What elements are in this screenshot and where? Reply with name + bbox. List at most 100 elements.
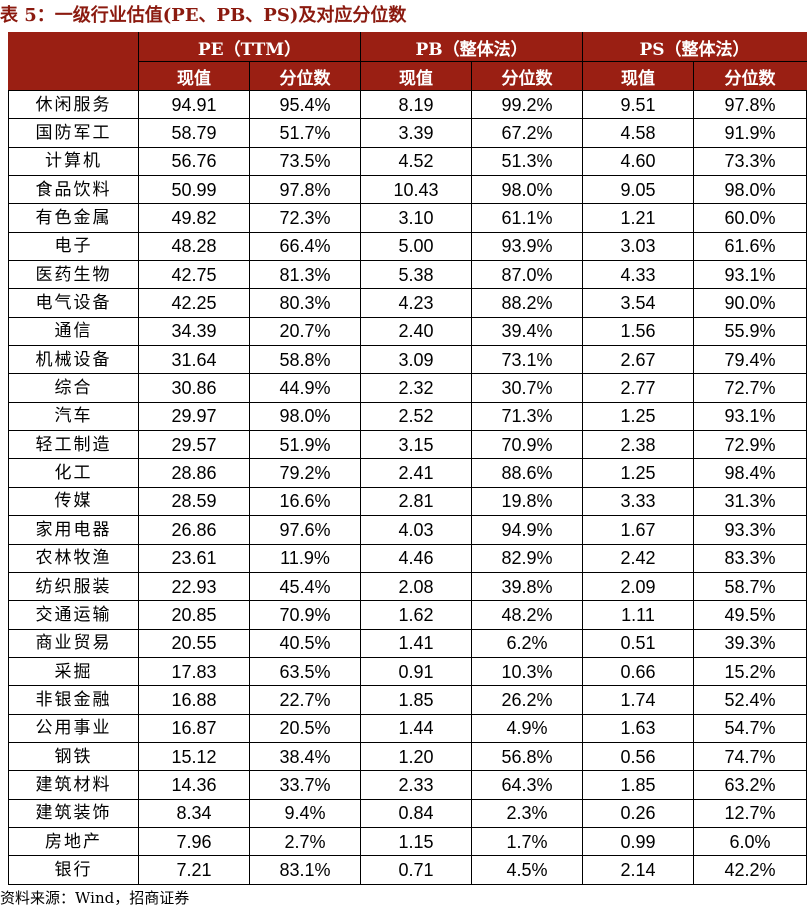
pb-percentile-cell: 88.6%: [471, 458, 584, 488]
pb-percentile-cell: 30.7%: [471, 373, 584, 403]
table-row: 传媒 28.59 16.6% 2.81 19.8% 3.33 31.3%: [8, 486, 808, 517]
pb-value-cell: 1.62: [360, 600, 473, 630]
table-row: 综合 30.86 44.9% 2.32 30.7% 2.77 72.7%: [8, 373, 808, 403]
pb-percentile-cell: 98.0%: [471, 175, 584, 205]
ps-percentile-cell: 52.4%: [693, 685, 808, 715]
pb-percentile-cell: 82.9%: [471, 543, 584, 573]
table-row: 有色金属 49.82 72.3% 3.10 61.1% 1.21 60.0%: [8, 203, 808, 233]
pb-value-cell: 4.52: [360, 146, 473, 177]
table-row: 通信 34.39 20.7% 2.40 39.4% 1.56 55.9%: [8, 316, 808, 347]
ps-percentile-cell: 90.0%: [693, 288, 808, 318]
industry-name-cell: 银行: [8, 855, 139, 885]
pb-value-cell: 1.15: [360, 826, 473, 857]
pe-value-cell: 22.93: [138, 571, 250, 602]
pe-value-cell: 49.82: [138, 203, 250, 233]
pb-value-cell: 10.43: [360, 175, 473, 205]
pe-value-cell: 16.87: [138, 713, 250, 743]
ps-value-cell: 1.67: [582, 515, 695, 545]
pe-percentile-cell: 9.4%: [248, 798, 362, 828]
ps-value-cell: 1.74: [582, 685, 695, 715]
ps-value-cell: 0.26: [582, 798, 695, 828]
pb-value-cell: 2.33: [360, 770, 473, 800]
pb-value-cell: 1.20: [360, 741, 473, 772]
pb-value-cell: 5.38: [360, 260, 473, 290]
pb-value-cell: 5.00: [360, 231, 473, 262]
pe-percentile-cell: 80.3%: [248, 288, 362, 318]
ps-percentile-cell: 58.7%: [693, 571, 808, 602]
pb-percentile-cell: 70.9%: [471, 430, 584, 460]
ps-percentile-cell: 55.9%: [693, 316, 808, 347]
ps-percentile-cell: 97.8%: [693, 89, 808, 120]
ps-value-cell: 2.38: [582, 430, 695, 460]
ps-value-cell: 4.33: [582, 260, 695, 290]
pb-percentile-cell: 64.3%: [471, 770, 584, 800]
pb-percentile-cell: 71.3%: [471, 401, 584, 432]
pb-value-cell: 4.23: [360, 288, 473, 318]
ps-value-cell: 4.58: [582, 118, 695, 148]
pe-value-cell: 20.85: [138, 600, 250, 630]
industry-name-cell: 农林牧渔: [8, 543, 139, 573]
header-pb-percentile: 分位数: [471, 61, 584, 91]
header-ps-value: 现值: [582, 61, 695, 91]
ps-percentile-cell: 61.6%: [693, 231, 808, 262]
pe-value-cell: 42.25: [138, 288, 250, 318]
industry-name-cell: 综合: [8, 373, 139, 403]
ps-percentile-cell: 93.1%: [693, 260, 808, 290]
pe-percentile-cell: 51.7%: [248, 118, 362, 148]
industry-name-cell: 交通运输: [8, 600, 139, 630]
pe-value-cell: 8.34: [138, 798, 250, 828]
table-row: 房地产 7.96 2.7% 1.15 1.7% 0.99 6.0%: [8, 826, 808, 857]
pb-percentile-cell: 73.1%: [471, 345, 584, 375]
pe-percentile-cell: 20.5%: [248, 713, 362, 743]
table-row: 轻工制造 29.57 51.9% 3.15 70.9% 2.38 72.9%: [8, 430, 808, 460]
pe-percentile-cell: 98.0%: [248, 401, 362, 432]
ps-value-cell: 2.42: [582, 543, 695, 573]
ps-percentile-cell: 49.5%: [693, 600, 808, 630]
ps-percentile-cell: 15.2%: [693, 656, 808, 687]
pe-value-cell: 58.79: [138, 118, 250, 148]
table-row: 医药生物 42.75 81.3% 5.38 87.0% 4.33 93.1%: [8, 260, 808, 290]
industry-name-cell: 休闲服务: [8, 89, 139, 120]
ps-value-cell: 0.56: [582, 741, 695, 772]
pb-value-cell: 8.19: [360, 89, 473, 120]
pb-percentile-cell: 19.8%: [471, 486, 584, 517]
industry-name-cell: 电子: [8, 231, 139, 262]
table-row: 农林牧渔 23.61 11.9% 4.46 82.9% 2.42 83.3%: [8, 543, 808, 573]
ps-value-cell: 2.77: [582, 373, 695, 403]
pb-percentile-cell: 61.1%: [471, 203, 584, 233]
pe-value-cell: 29.97: [138, 401, 250, 432]
header-ps: PS（整体法）: [582, 32, 808, 62]
header-ps-percentile: 分位数: [693, 61, 808, 91]
pb-percentile-cell: 48.2%: [471, 600, 584, 630]
industry-name-cell: 非银金融: [8, 685, 139, 715]
table-body: 休闲服务 94.91 95.4% 8.19 99.2% 9.51 97.8% 国防军工 58.7…: [8, 89, 808, 885]
ps-percentile-cell: 72.9%: [693, 430, 808, 460]
ps-value-cell: 1.25: [582, 458, 695, 488]
industry-name-cell: 公用事业: [8, 713, 139, 743]
pe-value-cell: 7.21: [138, 855, 250, 885]
ps-percentile-cell: 93.1%: [693, 401, 808, 432]
pe-percentile-cell: 97.6%: [248, 515, 362, 545]
pe-value-cell: 28.86: [138, 458, 250, 488]
industry-name-cell: 汽车: [8, 401, 139, 432]
pb-percentile-cell: 39.8%: [471, 571, 584, 602]
ps-percentile-cell: 98.0%: [693, 175, 808, 205]
pe-percentile-cell: 45.4%: [248, 571, 362, 602]
pe-value-cell: 48.28: [138, 231, 250, 262]
pe-value-cell: 16.88: [138, 685, 250, 715]
ps-percentile-cell: 79.4%: [693, 345, 808, 375]
pe-value-cell: 31.64: [138, 345, 250, 375]
pe-percentile-cell: 83.1%: [248, 855, 362, 885]
ps-value-cell: 1.85: [582, 770, 695, 800]
pb-percentile-cell: 6.2%: [471, 628, 584, 658]
ps-value-cell: 0.99: [582, 826, 695, 857]
pb-percentile-cell: 87.0%: [471, 260, 584, 290]
pb-value-cell: 2.52: [360, 401, 473, 432]
pb-value-cell: 4.03: [360, 515, 473, 545]
pe-value-cell: 15.12: [138, 741, 250, 772]
header-pe: PE（TTM）: [137, 32, 362, 62]
pb-percentile-cell: 51.3%: [471, 146, 584, 177]
pb-value-cell: 1.41: [360, 628, 473, 658]
ps-value-cell: 1.21: [582, 203, 695, 233]
ps-value-cell: 3.33: [582, 486, 695, 517]
